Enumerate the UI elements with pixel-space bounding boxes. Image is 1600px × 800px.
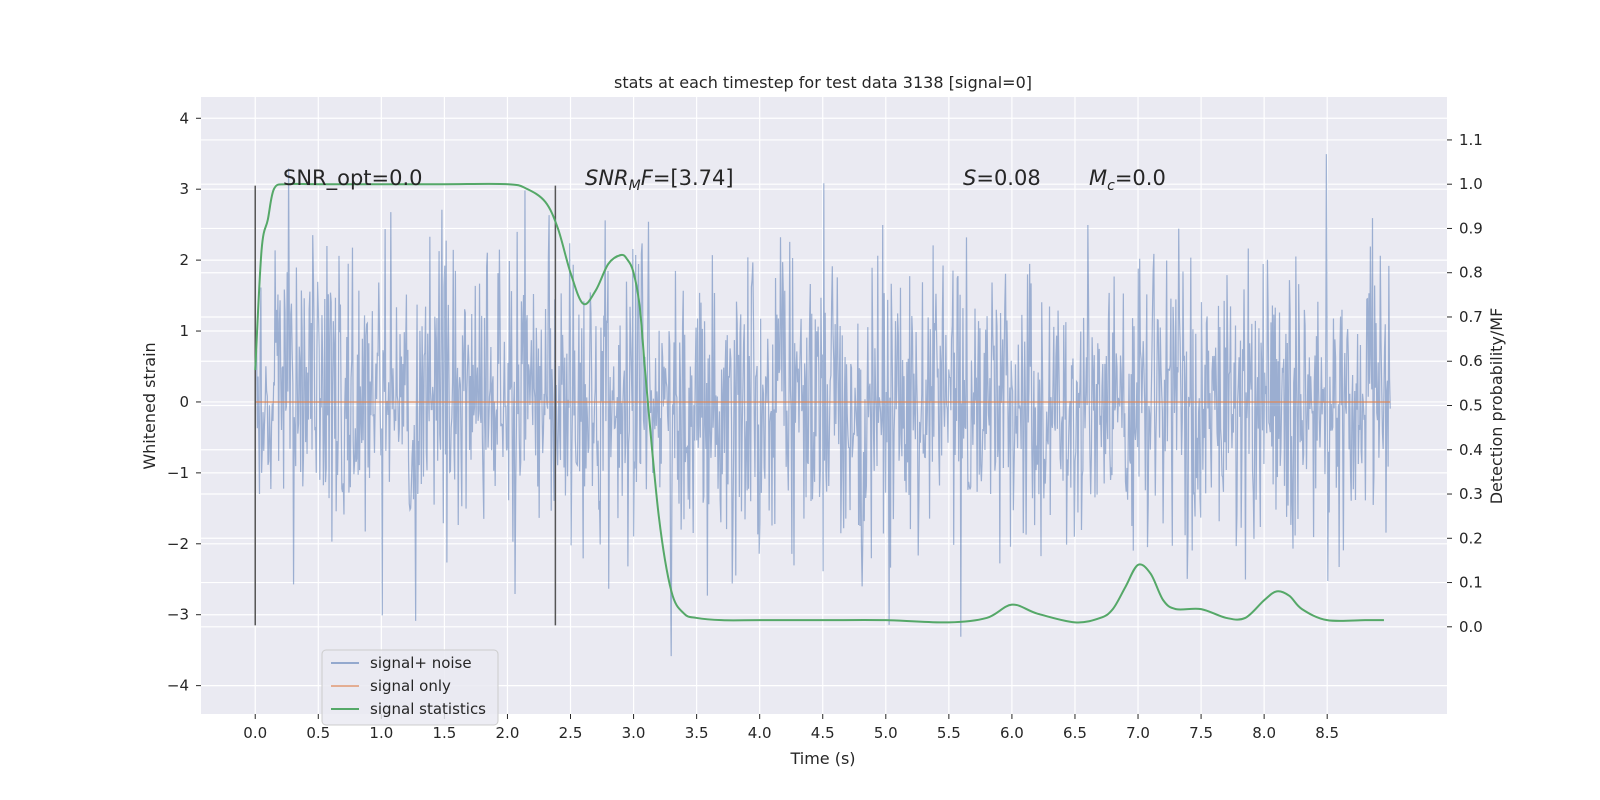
snr-opt-annotation: SNR_opt=0.0 [283, 166, 423, 191]
x-tick-label: 8.0 [1252, 724, 1276, 742]
snr-mf-sub: M [629, 178, 641, 194]
snr-mf-annotation: SNRMF=[3.74] [585, 166, 734, 194]
snr-opt-text: SNR_opt=0.0 [283, 166, 423, 191]
y-tick-label: −1 [167, 464, 189, 482]
x-tick-label: 5.5 [937, 724, 961, 742]
s-annotation: S=0.08 [963, 166, 1041, 190]
y2-tick-label: 0.8 [1459, 264, 1483, 282]
mc-annotation: Mc=0.0 [1089, 166, 1166, 194]
x-tick-label: 1.5 [432, 724, 456, 742]
annotations: SNR_opt=0.0 SNRMF=[3.74] S=0.08 Mc=0.0 [283, 166, 1166, 194]
x-tick-label: 6.0 [1000, 724, 1024, 742]
y-tick-label: 4 [179, 109, 189, 127]
x-axis-label: Time (s) [789, 749, 855, 768]
legend-label-stats: signal statistics [370, 700, 486, 718]
x-tick-label: 2.5 [559, 724, 583, 742]
mc-value: =0.0 [1115, 166, 1166, 190]
snr-mf-main: SNR [585, 166, 629, 190]
mc-sub: c [1107, 178, 1115, 194]
mc-main: M [1089, 166, 1107, 190]
s-main: S [963, 166, 976, 190]
y-tick-label: 3 [179, 180, 189, 198]
y2-tick-label: 0.5 [1459, 397, 1483, 415]
chart-title: stats at each timestep for test data 313… [614, 73, 1032, 92]
y2-tick-label: 1.1 [1459, 131, 1483, 149]
legend-box [321, 649, 499, 726]
y2-tick-label: 0.6 [1459, 352, 1483, 370]
y2-tick-label: 0.3 [1459, 485, 1483, 503]
x-tick-label: 0.5 [306, 724, 330, 742]
signal-statistics-series [254, 182, 1384, 624]
x-tick-label: 4.0 [748, 724, 772, 742]
y2-tick-label: 0.9 [1459, 219, 1483, 237]
y-tick-label: 2 [179, 251, 189, 269]
y2-tick-label: 0.1 [1459, 574, 1483, 592]
x-tick-label: 7.5 [1189, 724, 1213, 742]
snr-mf-value: =[3.74] [653, 166, 734, 190]
x-tick-label: 3.0 [622, 724, 646, 742]
stats-trace [254, 182, 1384, 624]
y2-tick-label: 0.7 [1459, 308, 1483, 326]
y2-axis-ticks: 0.0 0.1 0.2 0.3 0.4 0.5 0.6 0.7 0.8 0.9 1.0 1.1 [1447, 131, 1483, 636]
x-tick-label: 2.0 [496, 724, 520, 742]
noise-trace [254, 154, 1391, 657]
legend: signal+ noise signal only signal statist… [321, 649, 499, 726]
legend-label-signal: signal only [370, 677, 451, 695]
x-tick-label: 8.5 [1315, 724, 1339, 742]
snr-mf-tail: F [641, 166, 654, 190]
signal-noise-series [254, 154, 1391, 657]
x-tick-label: 5.0 [874, 724, 898, 742]
s-value: =0.08 [976, 166, 1040, 190]
y2-tick-label: 0.2 [1459, 529, 1483, 547]
y-tick-label: −3 [167, 606, 189, 624]
y2-tick-label: 1.0 [1459, 175, 1483, 193]
y-tick-label: −4 [167, 677, 189, 695]
y2-tick-label: 0.0 [1459, 618, 1483, 636]
vertical-markers [254, 185, 557, 626]
y-tick-label: −2 [167, 535, 189, 553]
y-tick-label: 1 [179, 322, 189, 340]
x-tick-label: 1.0 [369, 724, 393, 742]
x-tick-label: 7.0 [1126, 724, 1150, 742]
x-axis-ticks: 0.0 0.5 1.0 1.5 2.0 2.5 3.0 3.5 4.0 4.5 5.0 5.5 6.0 6… [243, 714, 1339, 742]
y-axis-ticks: −4 −3 −2 −1 0 1 2 3 4 [167, 109, 201, 695]
x-tick-label: 4.5 [811, 724, 835, 742]
x-tick-label: 3.5 [685, 724, 709, 742]
y2-tick-label: 0.4 [1459, 441, 1483, 459]
y-tick-label: 0 [179, 393, 189, 411]
legend-label-noise: signal+ noise [370, 654, 472, 672]
y2-axis-label: Detection probability/MF [1487, 308, 1506, 505]
x-tick-label: 0.0 [243, 724, 267, 742]
x-tick-label: 6.5 [1063, 724, 1087, 742]
y-axis-label: Whitened strain [140, 342, 159, 469]
